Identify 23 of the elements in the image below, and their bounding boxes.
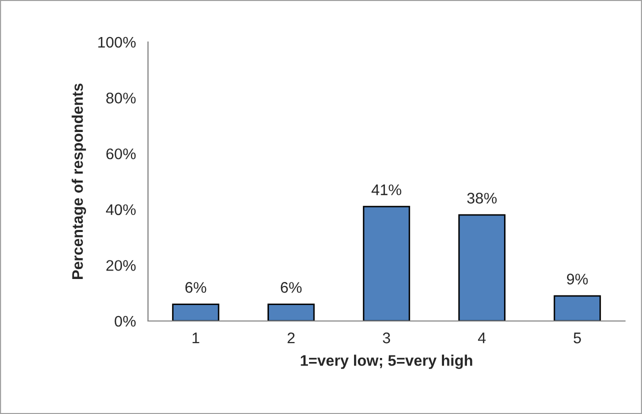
x-tick-label: 1 [192,332,200,344]
data-label: 6% [280,282,302,293]
x-tick-label: 5 [574,332,581,344]
bar [268,304,315,321]
y-tick-label: 80% [106,92,136,104]
data-label: 9% [566,274,588,284]
x-axis-title: 1=very low; 5=very high [300,354,472,369]
bar [362,206,410,321]
y-tick-label: 60% [106,148,136,160]
data-label: 41% [372,184,402,196]
x-tick-label: 3 [382,332,390,344]
data-label: 38% [467,192,497,204]
bar [458,214,506,321]
bar [172,304,220,321]
y-tick-label: 40% [106,204,136,216]
bar [554,295,601,321]
y-tick-label: 20% [106,260,136,271]
y-axis-title: Percentage of respondents [72,84,86,279]
y-tick-label: 100% [98,36,136,48]
x-tick-label: 2 [288,332,295,344]
data-label: 6% [185,282,206,293]
y-tick-label: 0% [114,316,136,327]
x-tick-label: 4 [478,332,486,344]
